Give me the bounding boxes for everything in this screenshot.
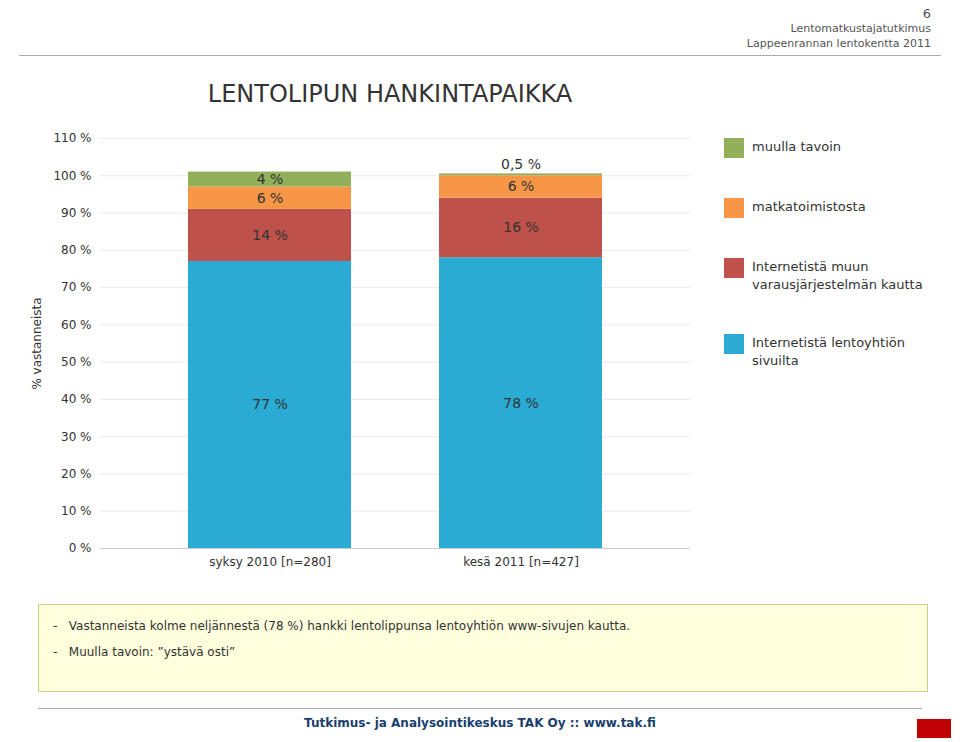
html-text:muulla tavoin: muulla tavoin — [752, 139, 841, 154]
svg-text:syksy 2010 [n=280]: syksy 2010 [n=280] — [209, 555, 331, 569]
svg-text:0,5 %: 0,5 % — [501, 156, 541, 172]
html-text:Internetistä lentoyhtiön sivui: Internetistä lentoyhtiön sivuilta — [752, 335, 905, 368]
svg-text:16 %: 16 % — [503, 219, 539, 235]
svg-text:77 %: 77 % — [252, 396, 288, 412]
svg-text:60 %: 60 % — [61, 318, 92, 332]
svg-text:4 %: 4 % — [257, 171, 284, 187]
html-text:Internetistä muun varausjärjes: Internetistä muun varausjärjestelmän kau… — [752, 259, 923, 292]
html-text:- Muulla tavoin: ”ystävä osti”: - Muulla tavoin: ”ystävä osti” — [53, 645, 236, 659]
html-text:Tutkimus- ja Analysointikeskus: Tutkimus- ja Analysointikeskus TAK Oy ::… — [304, 716, 656, 730]
svg-text:6 %: 6 % — [508, 178, 535, 194]
svg-text:100 %: 100 % — [53, 169, 91, 183]
html-text:6: 6 — [922, 6, 931, 21]
html-text:matkatoimistosta: matkatoimistosta — [752, 199, 866, 214]
svg-text:20 %: 20 % — [61, 467, 92, 481]
svg-text:78 %: 78 % — [503, 395, 539, 411]
html-text:- Vastanneista kolme neljännes: - Vastanneista kolme neljännestä (78 %) … — [53, 619, 631, 633]
html-text:Lappeenrannan lentokentta 2011: Lappeenrannan lentokentta 2011 — [746, 37, 931, 50]
svg-text:80 %: 80 % — [61, 243, 92, 257]
svg-text:14 %: 14 % — [252, 227, 288, 243]
svg-text:% vastanneista: % vastanneista — [30, 297, 44, 389]
html-text:Lentomatkustajatutkimus: Lentomatkustajatutkimus — [790, 22, 931, 35]
svg-text:6 %: 6 % — [257, 190, 284, 206]
svg-text:10 %: 10 % — [61, 504, 92, 518]
svg-text:90 %: 90 % — [61, 206, 92, 220]
svg-text:70 %: 70 % — [61, 280, 92, 294]
svg-text:40 %: 40 % — [61, 392, 92, 406]
svg-text:0 %: 0 % — [69, 541, 92, 555]
svg-text:50 %: 50 % — [61, 355, 92, 369]
svg-text:110 %: 110 % — [53, 131, 91, 145]
svg-text:kesä 2011 [n=427]: kesä 2011 [n=427] — [463, 555, 579, 569]
svg-text:30 %: 30 % — [61, 430, 92, 444]
html-text:LENTOLIPUN HANKINTAPAIKKA: LENTOLIPUN HANKINTAPAIKKA — [207, 80, 573, 108]
